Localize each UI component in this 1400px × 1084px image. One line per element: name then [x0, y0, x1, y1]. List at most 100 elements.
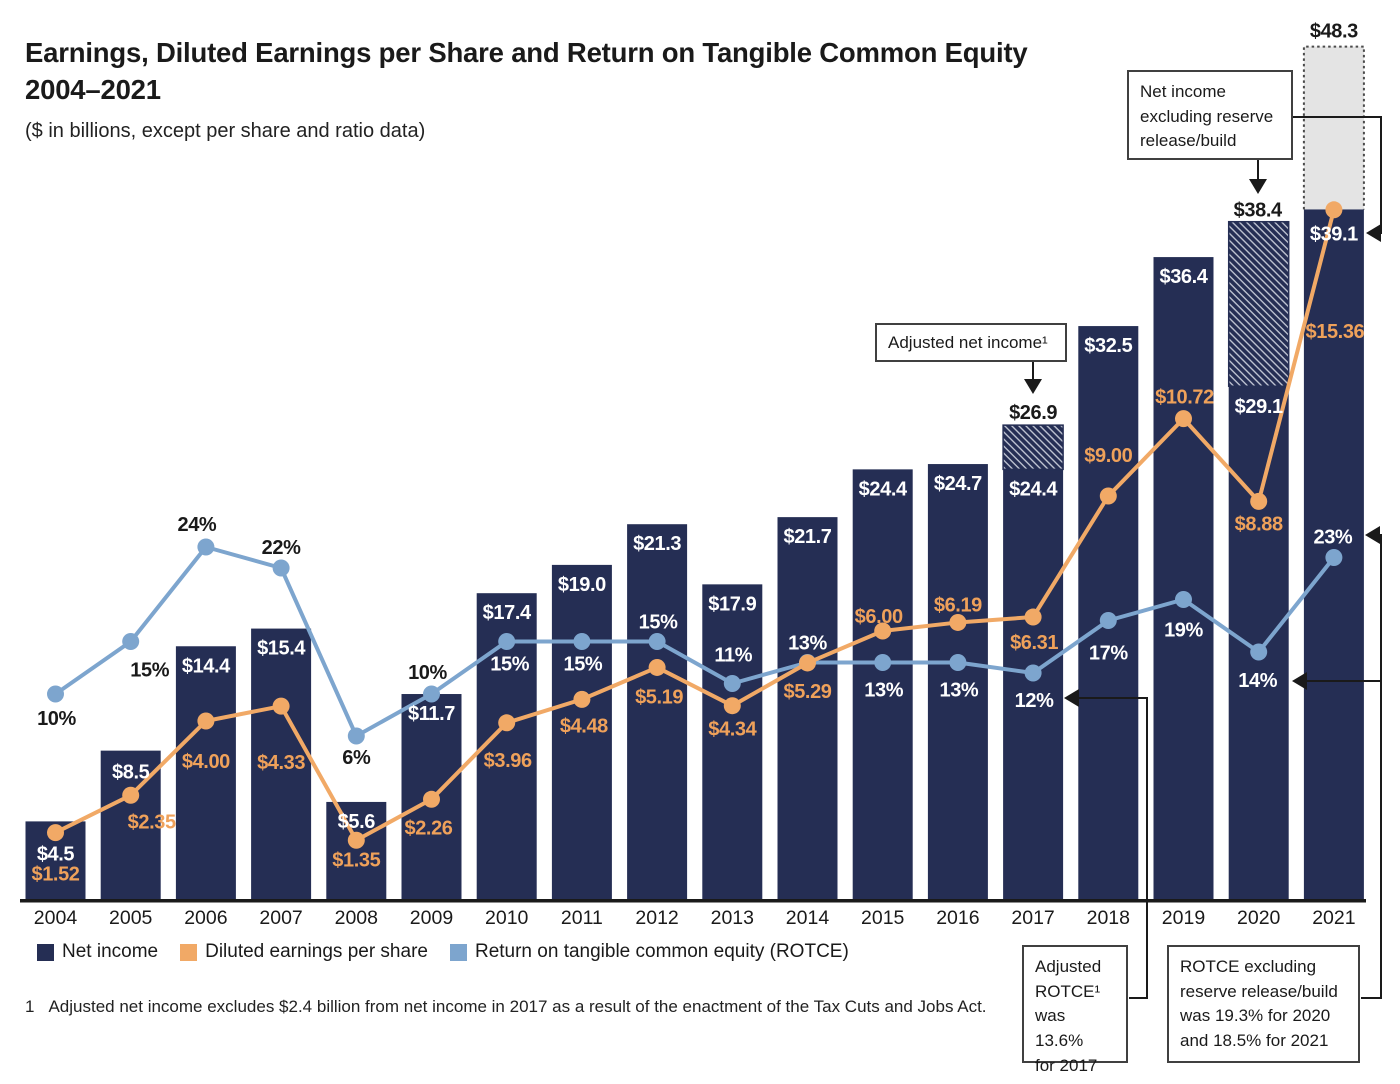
rotce-line-point-2015: [874, 654, 892, 671]
rotce-label-2013: 11%: [714, 645, 752, 667]
x-tick-2005: 2005: [109, 907, 153, 929]
eps-line-point-2015: [874, 622, 892, 640]
bar-2015: [852, 469, 913, 901]
x-tick-2008: 2008: [335, 907, 378, 929]
callout-adjusted-rotce: Adjusted ROTCE¹ was 13.6% for 2017: [1022, 945, 1128, 1075]
x-tick-2013: 2013: [711, 907, 754, 929]
x-tick-2010: 2010: [485, 907, 529, 929]
eps-line-point-2019: [1175, 410, 1192, 428]
eps-line: [47, 201, 1343, 849]
rotce-line-point-2017: [1024, 664, 1042, 682]
rotce-line-point-2010: [498, 633, 516, 650]
x-tick-2017: 2017: [1011, 907, 1054, 929]
net-income-label-2004: $4.5: [37, 843, 75, 865]
x-tick-2014: 2014: [786, 907, 830, 929]
eps-line-point-2020: [1250, 492, 1268, 510]
eps-label-2016: $6.19: [934, 594, 982, 616]
rotce-line-point-2021: [1325, 549, 1343, 566]
chart-subtitle: ($ in billions, except per share and rat…: [25, 120, 426, 142]
rotce-line-point-2012: [648, 633, 666, 650]
x-tick-2009: 2009: [410, 907, 453, 929]
eps-label-2017: $6.31: [1010, 632, 1058, 654]
callout-net-income-excluding-reserve: Net income excluding reserve release/bui…: [1127, 70, 1293, 160]
rotce-line-point-2013: [723, 675, 741, 692]
eps-label-2004: $1.52: [31, 864, 79, 886]
x-tick-2006: 2006: [184, 907, 227, 929]
eps-line-point-2016: [949, 613, 967, 631]
rotce-line-point-2018: [1099, 612, 1117, 629]
net-income-swatch-icon: [37, 943, 54, 961]
legend-label-net-income: Net income: [62, 941, 159, 962]
eps-line-point-2004: [47, 824, 64, 842]
net-income-label-2008: $5.6: [338, 811, 376, 833]
eps-label-2013: $4.34: [708, 719, 757, 741]
eps-label-2005: $2.35: [128, 811, 176, 833]
x-tick-2015: 2015: [861, 907, 905, 929]
x-tick-2007: 2007: [259, 907, 302, 929]
arrow-down-to-26-9-icon: [1024, 379, 1042, 394]
rotce-label-2006: 24%: [177, 514, 216, 536]
bar-2014: [777, 517, 838, 901]
eps-line-path: [54, 209, 1336, 843]
rotce-line-point-2009: [423, 685, 440, 703]
rotce-excl-2021-line: [1361, 534, 1382, 999]
net-income-bars: [25, 209, 1364, 902]
net-income-label-2018: $32.5: [1084, 335, 1132, 357]
eps-label-2019: $10.72: [1155, 387, 1214, 409]
chart-legend: Net income Diluted earnings per share Re…: [37, 941, 849, 963]
callout-connectors: [1024, 116, 1382, 999]
callout-adjusted-net-income: Adjusted net income¹: [875, 323, 1067, 362]
eps-label-2010: $3.96: [484, 750, 532, 772]
eps-swatch-icon: [180, 943, 198, 961]
rotce-label-2008: 6%: [342, 747, 371, 769]
net-income-label-2010: $17.4: [483, 602, 532, 624]
arrow-left-to-12pct-icon: [1064, 689, 1079, 707]
rotce-label-2016: 13%: [939, 680, 978, 702]
eps-label-2008: $1.35: [332, 849, 380, 871]
rotce-label-2005: 15%: [130, 660, 169, 682]
value-labels: $4.5$1.52 10% 2004 $8.5 $2.35 15% 2005 $14.4 $4.…: [31, 21, 1364, 929]
footnote: 1 Adjusted net income excludes $2.4 billi…: [25, 997, 987, 1017]
x-tick-2004: 2004: [34, 907, 78, 929]
eps-line-point-2007: [272, 697, 290, 715]
rotce-label-2010: 15%: [490, 654, 529, 676]
footnote-text: Adjusted net income excludes $2.4 billio…: [48, 997, 987, 1016]
x-tick-2012: 2012: [635, 907, 678, 929]
legend-item-net-income: Net income: [37, 941, 158, 963]
rotce-label-2011: 15%: [563, 654, 602, 676]
eps-line-point-2006: [197, 712, 215, 730]
x-axis-line: [20, 899, 1366, 903]
eps-label-2018: $9.00: [1084, 445, 1132, 467]
bar-2008: [326, 801, 387, 901]
rotce-line-point-2004: [47, 685, 64, 703]
rotce-label-2020: 14%: [1238, 670, 1277, 692]
arrow-left-to-14pct-icon: [1292, 672, 1307, 690]
net-income-label-2012: $21.3: [633, 533, 681, 555]
rotce-swatch-icon: [449, 943, 467, 961]
adjusted-rotce-line: [1078, 697, 1148, 999]
arrow-down-to-38-4-icon: [1249, 179, 1267, 194]
legend-label-eps: Diluted earnings per share: [205, 941, 428, 962]
net-income-label-2020: $29.1: [1235, 396, 1283, 418]
overlay-sections: [1002, 45, 1365, 471]
rotce-line-point-2007: [272, 559, 290, 577]
eps-line-point-2008: [347, 831, 365, 849]
eps-line-point-2012: [648, 658, 666, 676]
rotce-line-point-2005: [122, 633, 140, 650]
rotce-label-2015: 13%: [864, 680, 903, 702]
net-income-label-2009: $11.7: [408, 703, 455, 725]
bar-2019: [1153, 257, 1214, 902]
callout-rotce-excluding-reserve: ROTCE excluding reserve release/build wa…: [1167, 945, 1360, 1063]
eps-label-2009: $2.26: [404, 817, 452, 839]
x-tick-2019: 2019: [1162, 907, 1205, 929]
rotce-label-2012: 15%: [639, 612, 678, 634]
overlay-label-2021: $48.3: [1310, 21, 1358, 43]
rotce-label-2019: 19%: [1164, 620, 1203, 642]
arrow-left-to-39-1-icon: [1366, 224, 1381, 242]
net-income-label-2017: $24.4: [1009, 478, 1058, 500]
bar-2013: [702, 584, 763, 901]
bar-2007: [251, 628, 312, 901]
eps-label-2011: $4.48: [560, 715, 608, 737]
